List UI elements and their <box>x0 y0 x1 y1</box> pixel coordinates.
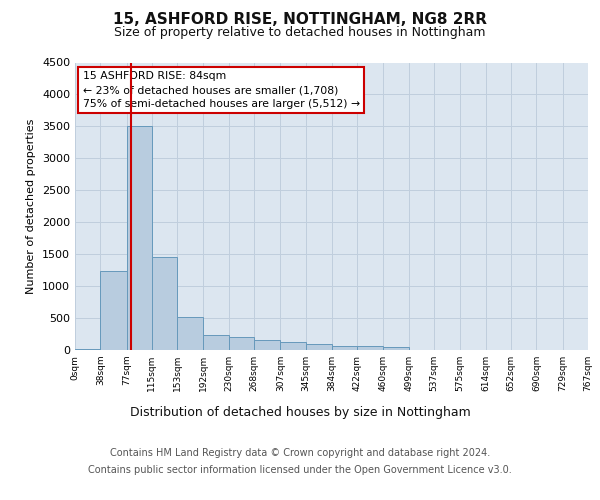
Text: Contains HM Land Registry data © Crown copyright and database right 2024.: Contains HM Land Registry data © Crown c… <box>110 448 490 458</box>
Bar <box>100 272 127 350</box>
Bar <box>306 344 332 350</box>
Text: 15, ASHFORD RISE, NOTTINGHAM, NG8 2RR: 15, ASHFORD RISE, NOTTINGHAM, NG8 2RR <box>113 12 487 28</box>
Bar <box>152 256 178 350</box>
Bar <box>229 337 254 350</box>
Bar <box>383 348 409 350</box>
Y-axis label: Number of detached properties: Number of detached properties <box>26 118 37 294</box>
Bar <box>332 346 357 350</box>
Text: Contains public sector information licensed under the Open Government Licence v3: Contains public sector information licen… <box>88 465 512 475</box>
Bar <box>127 126 152 350</box>
Bar <box>203 336 229 350</box>
Text: 15 ASHFORD RISE: 84sqm
← 23% of detached houses are smaller (1,708)
75% of semi-: 15 ASHFORD RISE: 84sqm ← 23% of detached… <box>83 71 360 109</box>
Text: Size of property relative to detached houses in Nottingham: Size of property relative to detached ho… <box>114 26 486 39</box>
Bar <box>280 342 306 350</box>
Bar <box>357 346 383 350</box>
Bar <box>254 340 280 350</box>
Text: Distribution of detached houses by size in Nottingham: Distribution of detached houses by size … <box>130 406 470 419</box>
Bar <box>178 318 203 350</box>
